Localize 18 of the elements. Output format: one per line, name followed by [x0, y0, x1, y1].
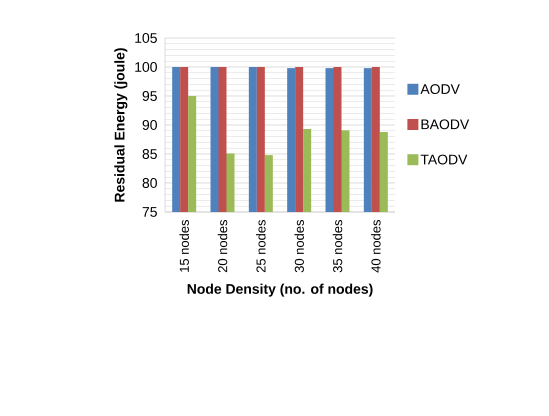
y-tick-label: 85 [142, 149, 157, 159]
y-tick-label: 90 [142, 120, 157, 130]
y-tick-label: 100 [135, 62, 157, 72]
y-tick-label: 105 [135, 33, 157, 43]
legend-label: TAODV [420, 154, 468, 164]
legend-label: BAODV [422, 119, 470, 130]
x-tick-label: 15 nodes [179, 220, 189, 272]
y-tick-label: 95 [142, 91, 157, 101]
x-tick-label: 25 nodes [256, 220, 266, 272]
x-axis-title: Node Density (no. of nodes) [188, 284, 373, 297]
y-tick-label: 75 [142, 207, 157, 217]
y-axis-title: Residual Energy (joule) [114, 48, 128, 202]
x-tick-label: 30 nodes [294, 220, 304, 272]
y-tick-label: 80 [142, 178, 157, 188]
x-tick-label: 35 nodes [332, 220, 342, 272]
x-tick-label: 40 nodes [371, 220, 381, 273]
x-tick-label: 20 nodes [218, 220, 228, 272]
legend-label: AODV [420, 84, 460, 94]
